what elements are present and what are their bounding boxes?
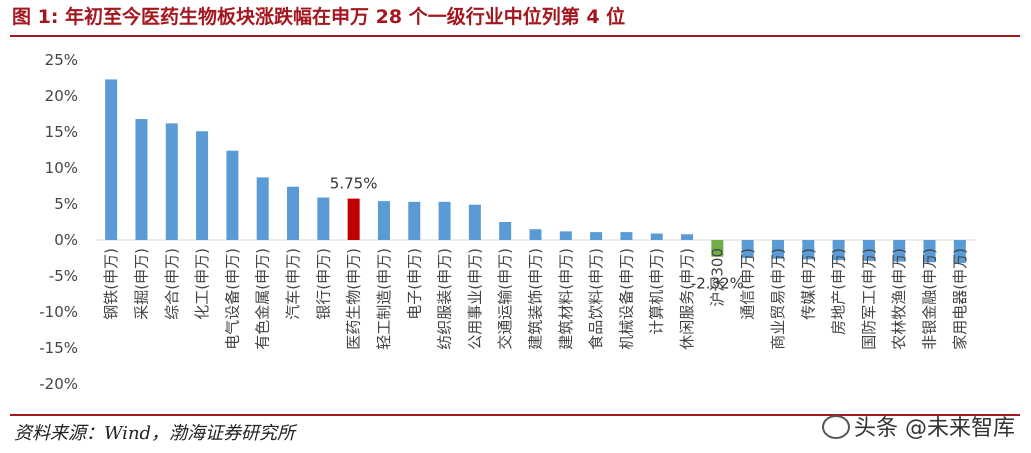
category-label: 房地产(申万) xyxy=(830,248,848,335)
bar xyxy=(317,197,330,240)
category-label: 综合(申万) xyxy=(163,248,181,320)
watermark-logo-icon xyxy=(822,415,850,439)
bar xyxy=(741,240,754,258)
bar-series xyxy=(105,79,966,264)
category-label: 家用电器(申万) xyxy=(951,248,969,350)
bar xyxy=(620,232,633,240)
category-label: 建筑装饰(申万) xyxy=(527,248,545,350)
y-tick-label: -5% xyxy=(49,267,78,285)
bar xyxy=(832,240,845,261)
category-label: 机械设备(申万) xyxy=(617,248,635,350)
category-label: 银行(申万) xyxy=(314,248,332,320)
bar xyxy=(468,204,481,240)
bar xyxy=(287,186,300,240)
y-tick-label: -20% xyxy=(39,375,78,393)
source-divider xyxy=(10,414,1020,416)
y-tick-label: 0% xyxy=(54,231,78,249)
y-tick-label: 5% xyxy=(54,195,78,213)
category-label: 化工(申万) xyxy=(193,248,211,320)
bar-chart: 25% 20% 15% 10% 5% 0% -5% -10% -15% -20% 5.75% -2.… xyxy=(39,51,975,393)
category-label: 通信(申万) xyxy=(739,248,757,320)
category-label: 汽车(申万) xyxy=(284,248,302,320)
y-tick-label: 15% xyxy=(45,123,78,141)
category-label: 农林牧渔(申万) xyxy=(890,248,908,350)
bar xyxy=(590,232,603,240)
bar xyxy=(105,79,118,240)
watermark: 头条 @未来智库 xyxy=(822,412,1015,446)
y-tick-label: 25% xyxy=(45,51,78,69)
category-label: 电气设备(申万) xyxy=(223,248,241,350)
bar xyxy=(377,201,390,240)
bar xyxy=(529,229,542,240)
source-note: 资料来源：Wind，渤海证券研究所 xyxy=(14,423,296,444)
category-label: 计算机(申万) xyxy=(648,248,666,335)
y-axis: 25% 20% 15% 10% 5% 0% -5% -10% -15% -20% xyxy=(39,51,975,393)
category-label: 建筑材料(申万) xyxy=(557,248,575,350)
bar xyxy=(226,150,239,240)
category-label: 电子(申万) xyxy=(405,248,423,320)
category-label: 公用事业(申万) xyxy=(466,248,484,350)
bar xyxy=(923,240,936,263)
category-label: 纺织服装(申万) xyxy=(436,248,454,350)
bar xyxy=(771,240,784,259)
category-label: 休闲服务(申万) xyxy=(678,248,696,350)
category-label: 交通运输(申万) xyxy=(496,248,514,350)
category-label: 国防军工(申万) xyxy=(860,248,878,350)
bar xyxy=(953,240,966,264)
category-label: 采掘(申万) xyxy=(132,248,150,320)
bar xyxy=(438,201,451,240)
bar xyxy=(256,177,269,240)
category-label: 沪深300 xyxy=(708,248,726,307)
category-label: 医药生物(申万) xyxy=(345,248,363,350)
category-label: 有色金属(申万) xyxy=(254,248,272,350)
figure-title: 图 1: 年初至今医药生物板块涨跌幅在申万 28 个一级行业中位列第 4 位 xyxy=(12,6,626,28)
bar xyxy=(711,240,724,257)
category-label: 钢铁(申万) xyxy=(102,248,120,320)
category-label: 轻工制造(申万) xyxy=(375,248,393,350)
watermark-text: 头条 @未来智库 xyxy=(854,416,1015,441)
bar xyxy=(165,123,178,240)
data-label: 5.75% xyxy=(330,175,378,193)
bar xyxy=(559,231,572,240)
category-label: 商业贸易(申万) xyxy=(769,248,787,350)
y-tick-label: -15% xyxy=(39,339,78,357)
bar xyxy=(681,234,694,240)
y-tick-label: 10% xyxy=(45,159,78,177)
bar xyxy=(499,222,512,240)
bar xyxy=(802,240,815,260)
category-label: 传媒(申万) xyxy=(799,248,817,320)
data-labels: 5.75% -2.32% xyxy=(330,175,744,293)
category-label: 非银金融(申万) xyxy=(921,248,939,350)
bar xyxy=(135,119,148,240)
title-divider xyxy=(10,35,1020,37)
category-label: 食品饮料(申万) xyxy=(587,248,605,350)
data-label: -2.32% xyxy=(691,275,744,293)
bar xyxy=(196,131,209,240)
bar xyxy=(862,240,875,261)
bar xyxy=(650,233,663,240)
category-labels: 钢铁(申万) 采掘(申万) 综合(申万) 化工(申万) 电气设备(申万) 有色金属(申万)… xyxy=(102,248,969,350)
y-tick-label: -10% xyxy=(39,303,78,321)
bar xyxy=(347,198,360,240)
y-tick-label: 20% xyxy=(45,87,78,105)
bar xyxy=(893,240,906,262)
bar xyxy=(408,201,421,240)
